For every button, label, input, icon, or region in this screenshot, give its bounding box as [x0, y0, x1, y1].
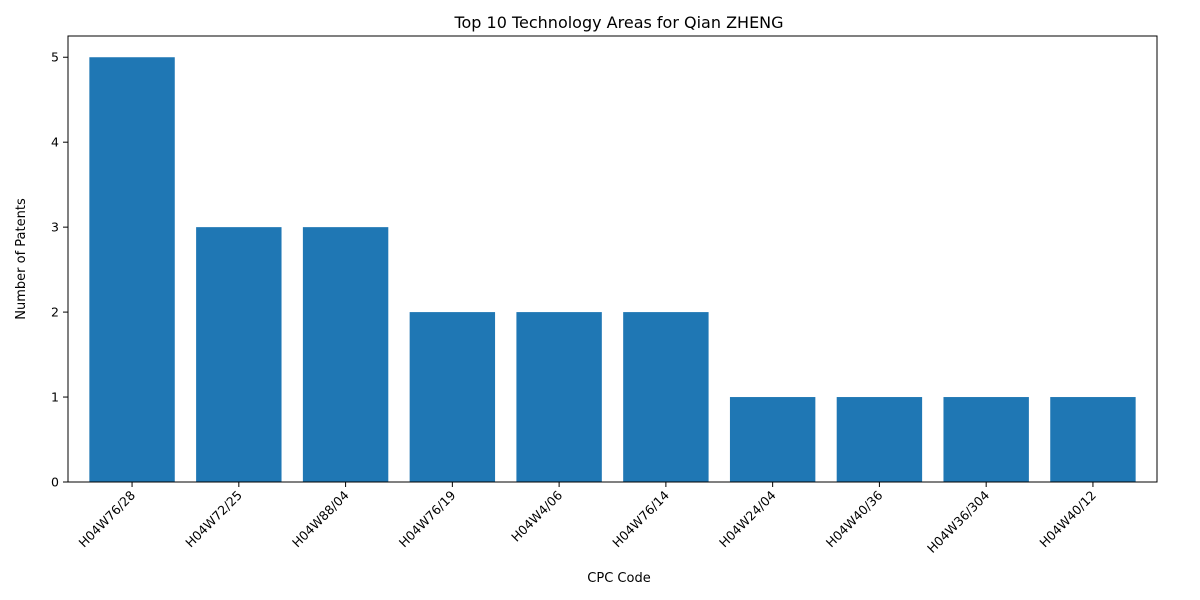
x-tick-label: H04W76/19: [396, 487, 459, 550]
x-tick-label: H04W36/304: [924, 487, 992, 555]
bar-H04W88/04: [303, 227, 388, 482]
bar-H04W40/12: [1050, 397, 1135, 482]
y-tick-label: 3: [51, 220, 59, 235]
x-tick-label: H04W72/25: [182, 488, 245, 551]
x-axis: H04W76/28 H04W72/25 H04W88/04 H04W76/19 H04W…: [75, 482, 1099, 556]
chart-title: Top 10 Technology Areas for Qian ZHENG: [453, 13, 783, 32]
bar-H04W76/28: [89, 57, 174, 482]
bar-H04W40/36: [837, 397, 922, 482]
bar-H04W36/304: [943, 397, 1028, 482]
y-tick-label: 1: [51, 390, 59, 405]
x-tick-label: H04W76/28: [75, 487, 138, 550]
y-tick-label: 2: [51, 305, 59, 320]
bar-H04W4/06: [516, 312, 601, 482]
bar-H04W76/19: [410, 312, 495, 482]
x-tick-label: H04W88/04: [289, 487, 352, 550]
x-tick-label: H04W76/14: [609, 487, 672, 550]
bar-H04W24/04: [730, 397, 815, 482]
x-axis-label: CPC Code: [587, 571, 650, 586]
y-tick-label: 4: [51, 135, 59, 150]
y-tick-label: 0: [51, 475, 59, 490]
bar-H04W72/25: [196, 227, 281, 482]
x-tick-label: H04W40/12: [1036, 488, 1099, 551]
bars-group: [89, 57, 1135, 482]
y-axis: 0 1 2 3 4 5: [51, 50, 68, 490]
x-tick-label: H04W24/04: [716, 487, 779, 550]
x-tick-label: H04W4/06: [508, 487, 565, 544]
x-tick-label: H04W40/36: [823, 487, 886, 550]
bar-H04W76/14: [623, 312, 708, 482]
y-axis-label: Number of Patents: [14, 198, 29, 320]
y-tick-label: 5: [51, 50, 59, 65]
